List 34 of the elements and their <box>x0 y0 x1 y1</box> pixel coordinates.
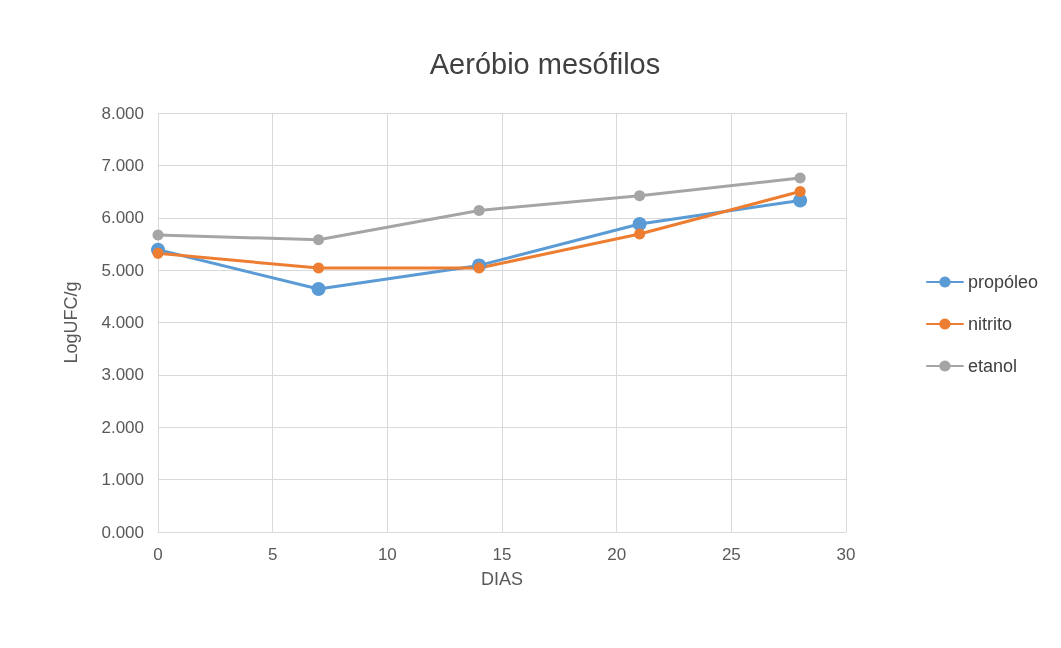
point <box>634 228 646 240</box>
y-tick-label: 3.000 <box>101 365 144 385</box>
point <box>794 186 806 198</box>
point <box>313 234 325 246</box>
point <box>313 262 325 274</box>
legend-label: propóleo <box>967 272 1038 292</box>
x-tick-label: 25 <box>721 545 741 564</box>
x-tick-label: 30 <box>836 545 856 564</box>
point <box>473 262 485 274</box>
point <box>152 247 164 259</box>
point <box>634 190 646 202</box>
y-tick-label: 0.000 <box>101 522 144 542</box>
x-tick-label: 15 <box>492 545 512 564</box>
y-tick-label: 1.000 <box>101 470 144 490</box>
point <box>311 281 326 296</box>
y-tick-label: 4.000 <box>101 313 144 332</box>
point <box>794 172 806 184</box>
y-tick-label: 2.000 <box>101 417 144 437</box>
legend-label: etanol <box>967 356 1017 376</box>
x-tick-label: 20 <box>607 545 627 564</box>
y-tick-label: 5.000 <box>101 260 144 280</box>
chart-title: Aeróbio mesófilos <box>429 47 661 80</box>
point <box>632 217 647 232</box>
y-axis-title: LogUFC/g <box>61 281 81 364</box>
point <box>152 229 164 241</box>
x-tick-label: 5 <box>267 545 278 564</box>
x-tick-label: 10 <box>377 545 397 564</box>
x-axis-title: DIAS <box>480 569 524 589</box>
x-tick-label: 0 <box>153 545 163 564</box>
point <box>473 204 485 216</box>
y-tick-label: 8.000 <box>101 103 144 123</box>
y-tick-label: 7.000 <box>101 155 144 175</box>
legend-label: nitrito <box>967 314 1012 334</box>
y-tick-label: 6.000 <box>101 208 144 228</box>
